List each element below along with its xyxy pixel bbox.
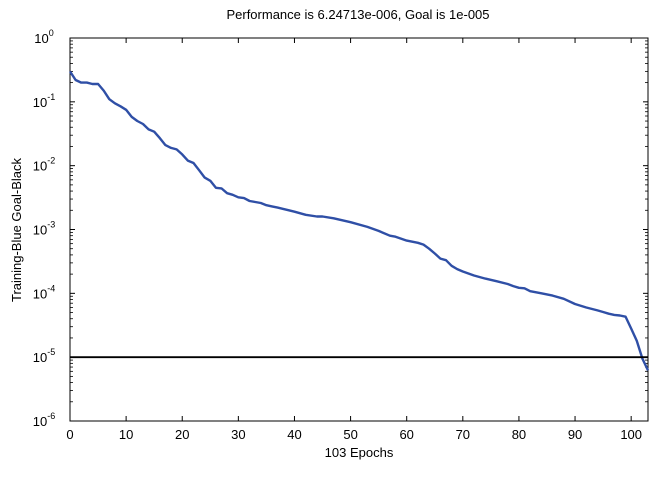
y-tick-exponent: -1 — [47, 92, 55, 102]
y-tick-exponent: -6 — [47, 411, 55, 421]
y-tick-exponent: -2 — [47, 156, 55, 166]
y-tick-label: 100 — [34, 28, 53, 46]
x-tick-label: 10 — [119, 427, 133, 442]
y-tick-label: 10-5 — [33, 347, 55, 365]
y-tick-base: 10 — [33, 350, 47, 365]
y-tick-base: 10 — [33, 286, 47, 301]
x-tick-label: 60 — [399, 427, 413, 442]
y-tick-label: 10-1 — [33, 92, 55, 110]
x-tick-label: 80 — [512, 427, 526, 442]
x-tick-label: 100 — [620, 427, 642, 442]
x-tick-label: 50 — [343, 427, 357, 442]
x-tick-label: 30 — [231, 427, 245, 442]
y-tick-label: 10-2 — [33, 156, 55, 174]
y-tick-label: 10-6 — [33, 411, 55, 429]
y-axis-label: Training-Blue Goal-Black — [9, 157, 24, 302]
training-performance-line — [68, 70, 649, 371]
y-tick-base: 10 — [33, 95, 47, 110]
x-tick-label: 90 — [568, 427, 582, 442]
x-tick-label: 20 — [175, 427, 189, 442]
y-tick-base: 10 — [33, 414, 47, 429]
x-tick-label: 40 — [287, 427, 301, 442]
chart-title: Performance is 6.24713e-006, Goal is 1e-… — [226, 7, 489, 22]
y-tick-label: 10-4 — [33, 283, 55, 301]
y-tick-exponent: -5 — [47, 347, 55, 357]
x-tick-label: 70 — [456, 427, 470, 442]
y-tick-exponent: 0 — [49, 28, 54, 38]
axis-ticks: 0 10 20 30 40 50 60 70 80 90 10010-610-510-410-310… — [33, 28, 648, 442]
y-tick-base: 10 — [33, 159, 47, 174]
y-tick-exponent: -3 — [47, 220, 55, 230]
series-layer — [68, 70, 649, 371]
y-tick-base: 10 — [33, 223, 47, 238]
x-tick-label: 0 — [66, 427, 73, 442]
y-tick-label: 10-3 — [33, 220, 55, 238]
y-tick-base: 10 — [34, 31, 48, 46]
plot-area — [69, 37, 649, 422]
x-axis-label: 103 Epochs — [325, 445, 394, 460]
y-tick-exponent: -4 — [47, 283, 55, 293]
